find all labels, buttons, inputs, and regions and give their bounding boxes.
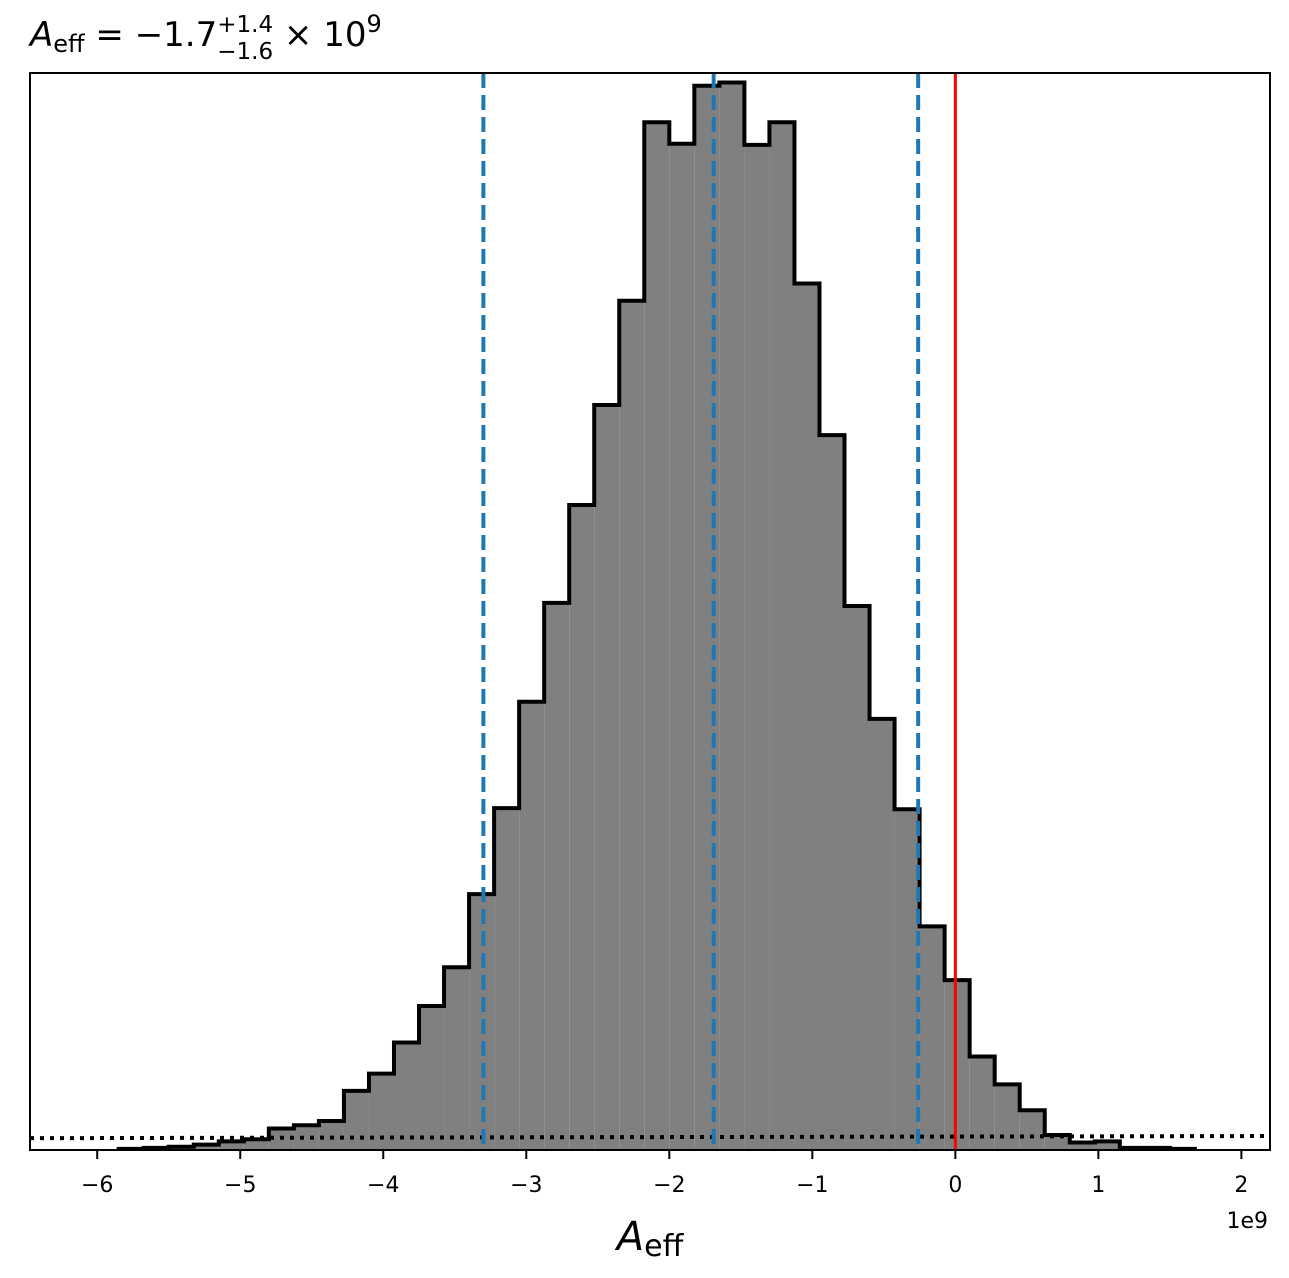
title-exponent: 9 — [366, 10, 381, 38]
histogram-bar — [694, 85, 720, 1150]
histogram-bar — [243, 1139, 269, 1150]
title-median: −1.7 — [135, 15, 218, 55]
histogram-bar — [894, 809, 920, 1150]
plot-frame — [29, 72, 1271, 1151]
prior-dotted-line — [30, 1134, 1270, 1141]
histogram-bar — [1044, 1134, 1070, 1150]
histogram-bar — [1069, 1142, 1095, 1150]
title-symbol: A — [28, 15, 53, 55]
title-equals: = — [85, 15, 135, 55]
x-tick-label: −6 — [81, 1173, 113, 1198]
x-tick-label: 1 — [1091, 1173, 1105, 1198]
title-subscript: eff — [53, 30, 85, 58]
histogram-bar — [444, 967, 470, 1150]
chart-title: Aeff = −1.7+1.4 −1.6 × 109 — [28, 10, 382, 65]
histogram-bar — [794, 283, 820, 1150]
histogram-bar — [844, 606, 870, 1150]
histogram-bar — [619, 300, 645, 1150]
histogram-bar — [644, 122, 670, 1150]
histogram-bar — [494, 808, 520, 1150]
plot-area — [30, 73, 1270, 1150]
histogram-bar — [594, 405, 620, 1150]
histogram-outline — [116, 80, 1197, 1150]
histogram-bar — [769, 122, 795, 1150]
histogram-bar — [719, 82, 745, 1150]
histogram-bar — [669, 143, 695, 1150]
x-tick-label: −4 — [367, 1173, 399, 1198]
histogram-bar — [569, 505, 595, 1150]
histogram-bar — [193, 1144, 219, 1150]
x-tick-label: 2 — [1234, 1173, 1248, 1198]
x-axis-offset-label: 1e9 — [1226, 1209, 1268, 1234]
x-tick-label: −3 — [510, 1173, 542, 1198]
x-tick-label: 0 — [948, 1173, 962, 1198]
histogram-bar — [1019, 1110, 1045, 1150]
title-multiplier: × 10 — [273, 15, 366, 55]
x-tick-label: −2 — [653, 1173, 685, 1198]
histogram-bar — [944, 980, 970, 1150]
histogram-bar — [218, 1141, 244, 1150]
histogram-bar — [318, 1120, 344, 1150]
histogram-bar — [519, 701, 545, 1150]
histogram-bar — [1094, 1141, 1120, 1150]
histogram-bar — [393, 1042, 420, 1150]
xlabel-symbol: A — [614, 1214, 644, 1260]
histogram-bar — [869, 718, 895, 1150]
x-tick-label: −1 — [796, 1173, 828, 1198]
histogram-bar — [744, 144, 770, 1150]
histogram-bar — [293, 1125, 319, 1150]
xlabel-subscript: eff — [644, 1229, 684, 1264]
x-axis-label: Aeff — [614, 1214, 685, 1264]
histogram-bar — [969, 1056, 995, 1150]
histogram-bar — [419, 1005, 445, 1150]
histogram-bar — [919, 926, 945, 1150]
histogram-bar — [343, 1090, 369, 1150]
title-upper-error: +1.4 — [217, 12, 273, 38]
histogram-bar — [994, 1084, 1020, 1150]
x-tick-label: −5 — [224, 1173, 256, 1198]
histogram-bar — [819, 435, 845, 1150]
histogram-bar — [544, 602, 570, 1150]
title-lower-error: −1.6 — [217, 39, 273, 65]
x-axis-ticks: −6 −5 −4 −3 −2 −1 0 1 2 — [81, 1150, 1248, 1198]
